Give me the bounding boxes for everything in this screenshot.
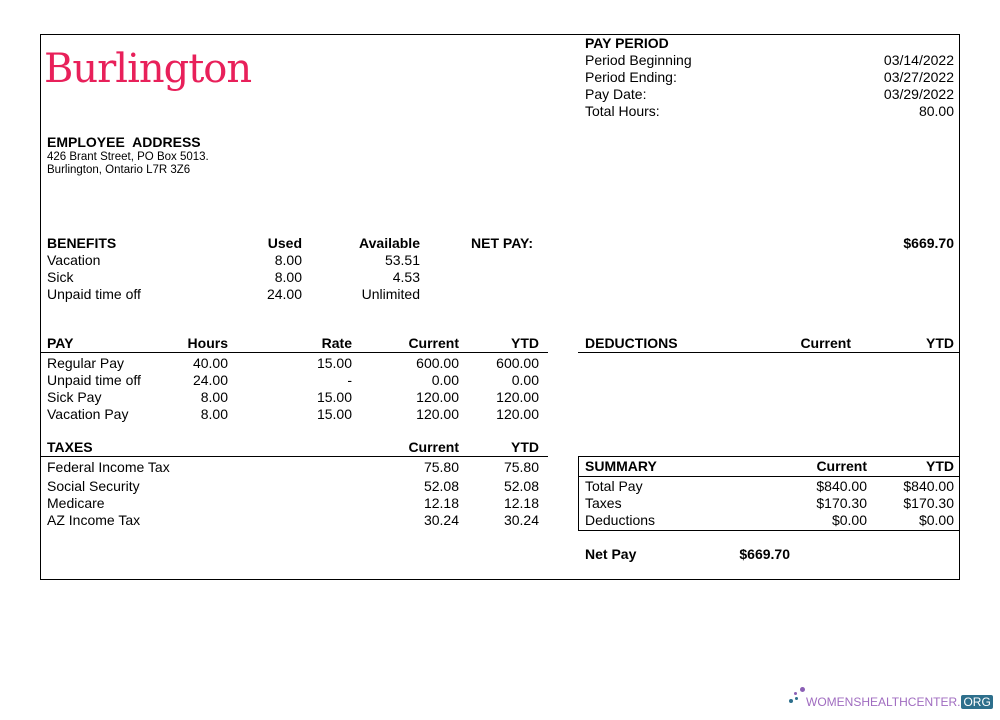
summary-ytd: $840.00 xyxy=(903,478,954,494)
benefit-used: 8.00 xyxy=(274,252,302,268)
address-title: EMPLOYEE ADDRESS xyxy=(47,134,201,150)
benefit-used: 8.00 xyxy=(274,269,302,285)
tax-ytd: 12.18 xyxy=(503,495,539,511)
taxes-current-header: Current xyxy=(408,439,459,455)
summary-title: SUMMARY xyxy=(585,458,657,474)
tax-current: 52.08 xyxy=(423,478,459,494)
summary-ytd: $170.30 xyxy=(903,495,954,511)
summary-ytd: $0.00 xyxy=(918,512,954,528)
pay-title: PAY xyxy=(47,335,74,351)
taxes-ytd-header: YTD xyxy=(511,439,539,455)
pay-rate: - xyxy=(347,372,352,388)
summary-box xyxy=(578,456,960,531)
benefit-name: Unpaid time off xyxy=(47,286,141,302)
pay-current: 0.00 xyxy=(431,372,459,388)
summary-current: $840.00 xyxy=(816,478,867,494)
address-line1: 426 Brant Street, PO Box 5013. xyxy=(47,151,209,163)
pay-divider xyxy=(40,352,548,353)
pay-ytd: 600.00 xyxy=(496,355,539,371)
pay-rate: 15.00 xyxy=(316,406,352,422)
benefit-available: Unlimited xyxy=(361,286,420,302)
taxes-title: TAXES xyxy=(47,439,93,455)
pay-period-value: 03/29/2022 xyxy=(883,86,954,102)
watermark-text: WOMENSHEALTHCENTER. xyxy=(806,695,961,709)
summary-divider xyxy=(578,476,959,477)
watermark: WOMENSHEALTHCENTER. ORG xyxy=(806,695,993,710)
pay-period-value: 80.00 xyxy=(918,103,954,119)
deductions-title: DEDUCTIONS xyxy=(585,335,678,351)
summary-current: $170.30 xyxy=(816,495,867,511)
pay-ytd: 120.00 xyxy=(496,406,539,422)
summary-current: $0.00 xyxy=(831,512,867,528)
net-pay-value: $669.70 xyxy=(903,235,954,251)
summary-net-pay-label: Net Pay xyxy=(585,546,637,562)
pay-ytd: 0.00 xyxy=(511,372,539,388)
net-pay-label: NET PAY: xyxy=(471,235,533,251)
benefit-available: 4.53 xyxy=(392,269,420,285)
pay-period-label: Total Hours: xyxy=(585,103,660,119)
taxes-divider xyxy=(40,456,548,457)
deductions-ytd-header: YTD xyxy=(926,335,954,351)
tax-ytd: 30.24 xyxy=(503,512,539,528)
pay-rate: 15.00 xyxy=(316,355,352,371)
deductions-current-header: Current xyxy=(800,335,851,351)
pay-period-label: Period Ending: xyxy=(585,69,677,85)
summary-item: Taxes xyxy=(585,495,622,511)
pay-rate-header: Rate xyxy=(321,335,352,351)
tax-item: Medicare xyxy=(47,495,105,511)
summary-item: Total Pay xyxy=(585,478,643,494)
tax-current: 30.24 xyxy=(423,512,459,528)
tax-current: 12.18 xyxy=(423,495,459,511)
pay-hours: 8.00 xyxy=(200,389,228,405)
pay-hours: 24.00 xyxy=(192,372,228,388)
benefits-used-header: Used xyxy=(267,235,302,251)
pay-item: Unpaid time off xyxy=(47,372,141,388)
benefit-used: 24.00 xyxy=(266,286,302,302)
pay-item: Sick Pay xyxy=(47,389,102,405)
tax-item: AZ Income Tax xyxy=(47,512,141,528)
pay-current: 600.00 xyxy=(416,355,459,371)
pay-period-label: Pay Date: xyxy=(585,86,647,102)
benefit-available: 53.51 xyxy=(384,252,420,268)
pay-current-header: Current xyxy=(408,335,459,351)
benefits-title: BENEFITS xyxy=(47,235,117,251)
benefits-available-header: Available xyxy=(359,235,420,251)
benefit-name: Sick xyxy=(47,269,74,285)
pay-hours: 8.00 xyxy=(200,406,228,422)
summary-ytd-header: YTD xyxy=(926,458,954,474)
pay-stub xyxy=(40,34,960,580)
pay-period-value: 03/14/2022 xyxy=(883,52,954,68)
pay-ytd: 120.00 xyxy=(496,389,539,405)
summary-item: Deductions xyxy=(585,512,656,528)
pay-item: Vacation Pay xyxy=(47,406,129,422)
tax-ytd: 52.08 xyxy=(503,478,539,494)
pay-hours: 40.00 xyxy=(192,355,228,371)
tax-ytd: 75.80 xyxy=(503,459,539,475)
pay-hours-header: Hours xyxy=(187,335,228,351)
pay-ytd-header: YTD xyxy=(511,335,539,351)
pay-current: 120.00 xyxy=(416,389,459,405)
pay-item: Regular Pay xyxy=(47,355,125,371)
burlington-logo: Burlington xyxy=(44,46,252,92)
address-line2: Burlington, Ontario L7R 3Z6 xyxy=(47,164,191,176)
deductions-divider xyxy=(578,352,959,353)
pay-period-value: 03/27/2022 xyxy=(883,69,954,85)
tax-current: 75.80 xyxy=(423,459,459,475)
tax-item: Federal Income Tax xyxy=(47,459,170,475)
pay-period-title: PAY PERIOD xyxy=(585,35,669,51)
watermark-org: ORG xyxy=(961,695,993,709)
benefit-name: Vacation xyxy=(47,252,101,268)
tax-item: Social Security xyxy=(47,478,140,494)
summary-net-pay-value: $669.70 xyxy=(739,546,790,562)
pay-rate: 15.00 xyxy=(316,389,352,405)
pay-current: 120.00 xyxy=(416,406,459,422)
summary-current-header: Current xyxy=(816,458,867,474)
pay-period-label: Period Beginning xyxy=(585,52,692,68)
